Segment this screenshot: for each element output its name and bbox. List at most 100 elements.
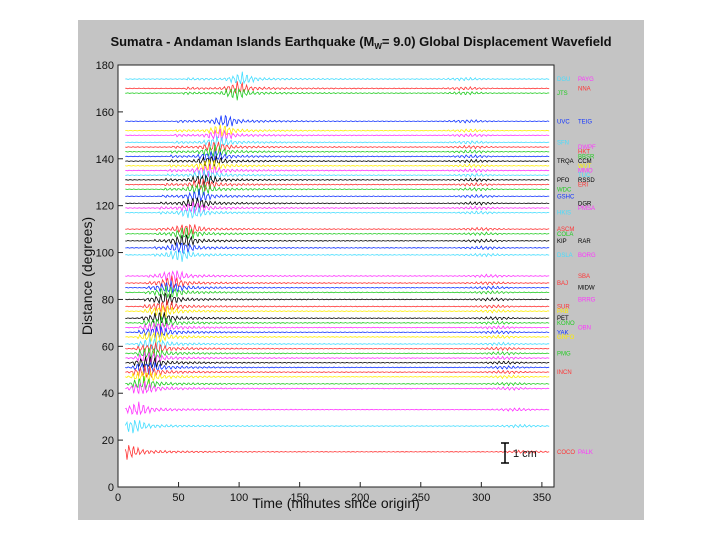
station-label-10: TRQA (557, 159, 574, 165)
station-label-b-0: PAYG (578, 77, 594, 83)
trace-15 (125, 178, 550, 191)
trace-36 (125, 325, 550, 339)
seismic-traces (124, 71, 550, 460)
station-label-b-26: SBA (578, 274, 590, 280)
trace-7 (125, 141, 550, 154)
y-axis-label: Distance (degrees) (79, 217, 95, 335)
title-suffix: = 9.0) Global Displacement Wavefield (382, 34, 612, 49)
station-label-25: DSLA (557, 253, 573, 259)
station-label-44: INCN (557, 370, 572, 376)
station-label-b-8: HKT (578, 150, 590, 156)
trace-4 (125, 124, 550, 137)
trace-5 (125, 128, 550, 142)
station-label-21: ASCM (557, 227, 574, 233)
station-label-22: COLA (557, 232, 573, 238)
y-tick-label-8: 160 (96, 107, 114, 119)
station-label-b-11: WVT (578, 164, 592, 170)
x-tick-label-3: 150 (290, 492, 308, 504)
trace-28 (125, 280, 550, 294)
station-label-b-28: MIDW (578, 286, 595, 292)
station-label-b-25: BORG (578, 253, 596, 259)
trace-26 (125, 270, 550, 283)
station-label-b-18: DGR (578, 201, 592, 207)
x-tick-label-1: 50 (172, 492, 184, 504)
trace-14 (125, 174, 550, 188)
trace-19 (125, 201, 550, 214)
trace-47 (125, 381, 550, 395)
trace-23 (125, 234, 550, 248)
trace-40 (125, 347, 550, 361)
trace-20 (125, 205, 550, 219)
trace-31 (125, 299, 550, 313)
station-label-b-12: MMO (578, 169, 593, 175)
trace-17 (125, 188, 550, 202)
trace-41 (125, 351, 550, 366)
trace-22 (125, 227, 550, 240)
station-label-14: PFO (557, 178, 570, 184)
trace-38 (125, 337, 550, 352)
station-label-40: PMG (557, 351, 571, 357)
station-label-b-7: DWPF (578, 145, 596, 151)
x-tick-label-2: 100 (230, 492, 248, 504)
x-tick-label-7: 350 (533, 492, 551, 504)
y-tick-label-4: 80 (102, 294, 114, 306)
figure-panel: DGU PAYG NNA JTS UVC TEIG SFN DWPF HKT BBSR TRQA CC… (78, 20, 644, 520)
station-label-b-9: BBSR (578, 154, 595, 160)
trace-44 (125, 365, 550, 379)
x-axis-label: Time (minutes since origin) (252, 495, 420, 511)
station-label-37: GRFO (557, 335, 575, 341)
x-tick-label-0: 0 (115, 492, 121, 504)
station-label-23: KIP (557, 239, 567, 245)
scale-bar: 1 cm (501, 442, 537, 464)
y-tick-label-9: 180 (96, 60, 114, 72)
station-label-32: PAB (557, 309, 569, 315)
station-label-50: COCO (557, 450, 575, 456)
y-tick-label-1: 20 (102, 435, 114, 447)
station-label-3: UVC (557, 119, 570, 125)
title-subscript: W (374, 42, 382, 51)
station-label-2: JTS (557, 91, 568, 97)
trace-6 (125, 136, 550, 149)
trace-35 (125, 322, 550, 335)
trace-45 (125, 370, 550, 384)
station-label-b-19: PMSA (578, 206, 595, 212)
y-tick-label-7: 140 (96, 154, 114, 166)
station-label-6: SFN (557, 140, 569, 146)
trace-24 (125, 242, 550, 254)
trace-42 (125, 354, 550, 369)
scale-bar-label: 1 cm (513, 448, 537, 460)
chart-title: Sumatra - Andaman Islands Earthquake (MW… (110, 34, 611, 51)
trace-30 (125, 292, 550, 306)
trace-12 (125, 164, 550, 177)
station-label-b-30: BRRG (578, 297, 596, 303)
trace-18 (125, 197, 550, 210)
trace-29 (125, 285, 550, 298)
y-tick-label-2: 40 (102, 388, 114, 400)
axes: 0 50 100 150 200 250 300 350 0 20 40 60 80 100 120 140 1… (96, 60, 551, 504)
station-label-34: KONO (557, 321, 575, 327)
trace-27 (125, 275, 550, 290)
trace-49 (124, 419, 550, 434)
trace-46 (125, 376, 550, 390)
station-label-20: HKIS (557, 211, 571, 217)
trace-43 (125, 361, 550, 376)
station-label-36: YAK (557, 330, 569, 336)
station-label-b-1: NNA (578, 86, 591, 92)
trace-37 (125, 331, 550, 345)
trace-0 (125, 71, 550, 85)
station-label-b-13: TUC (578, 173, 591, 179)
trace-34 (125, 316, 550, 330)
x-tick-label-6: 300 (472, 492, 490, 504)
trace-33 (125, 312, 550, 325)
trace-50 (124, 445, 550, 460)
trace-1 (125, 81, 550, 94)
trace-8 (125, 144, 550, 158)
station-label-17: GSHC (557, 194, 575, 200)
station-label-0: DGU (557, 77, 570, 83)
trace-16 (125, 183, 550, 196)
station-label-b-23: RAR (578, 239, 591, 245)
trace-9 (125, 150, 550, 163)
station-label-b-10: CCM (578, 159, 592, 165)
trace-13 (125, 169, 550, 182)
